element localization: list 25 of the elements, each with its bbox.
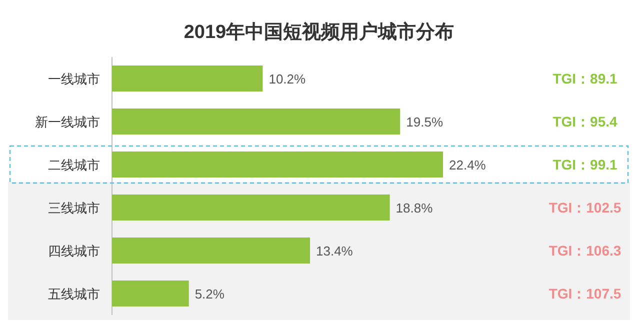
text: TGI：95.4 bbox=[552, 114, 618, 130]
bar bbox=[112, 280, 189, 306]
y-tick-label: 一线城市 bbox=[48, 72, 100, 86]
text: TGI：106.3 bbox=[548, 242, 622, 258]
data-label: 19.5% bbox=[406, 114, 444, 130]
bar bbox=[112, 66, 263, 92]
text: TGI：89.1 bbox=[552, 70, 618, 86]
y-tick-label: 三线城市 bbox=[48, 200, 100, 216]
y-tick-label: 新一线城市 bbox=[35, 114, 100, 130]
data-label: 5.2% bbox=[194, 286, 225, 302]
chart-title: 2019年中国短视频用户城市分布 bbox=[184, 21, 454, 43]
bar bbox=[112, 238, 310, 264]
data-label: 13.4% bbox=[316, 244, 354, 258]
y-tick-label: 五线城市 bbox=[48, 286, 100, 302]
y-tick-label: 四线城市 bbox=[48, 244, 100, 258]
data-label: 18.8% bbox=[396, 200, 434, 216]
text: TGI：99.1 bbox=[552, 156, 618, 172]
y-tick-label: 二线城市 bbox=[48, 158, 100, 172]
text: TGI：102.5 bbox=[548, 200, 622, 216]
bar bbox=[112, 108, 400, 134]
text: TGI：107.5 bbox=[548, 286, 622, 302]
bar bbox=[112, 194, 390, 220]
bar bbox=[112, 152, 443, 178]
data-label: 22.4% bbox=[449, 158, 486, 172]
data-label: 10.2% bbox=[268, 72, 306, 86]
